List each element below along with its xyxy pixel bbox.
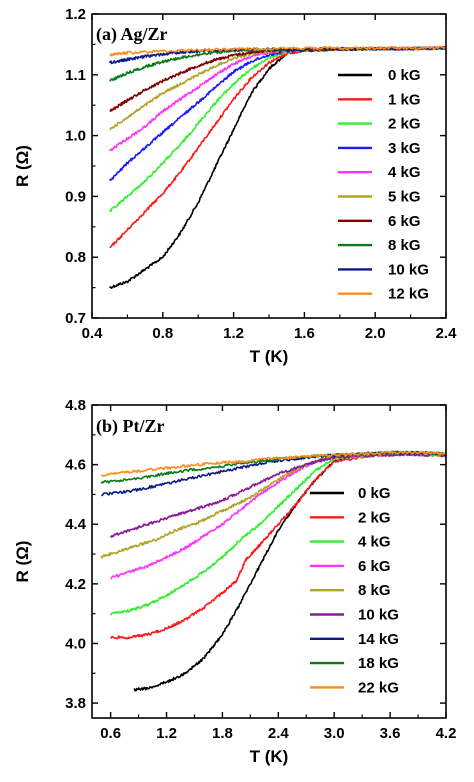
x-tick-label: 2.4	[436, 325, 458, 342]
legend-label: 4 kG	[388, 164, 421, 181]
y-tick-label: 4.2	[65, 576, 86, 593]
x-tick-label: 1.2	[156, 725, 177, 742]
x-axis-title: T (K)	[250, 747, 289, 766]
series-line-6kg	[110, 452, 447, 580]
x-tick-label: 2.4	[268, 725, 290, 742]
panel-title: (a) Ag/Zr	[96, 24, 168, 45]
series-line-12kg	[109, 45, 447, 57]
legend: 0 kG 2 kG 4 kG 6 kG 8 kG 10 kG 14 kG 18 kG 22 kG	[310, 485, 399, 696]
x-tick-label: 0.4	[82, 325, 104, 342]
series-line-4kg	[109, 452, 447, 616]
legend: 0 kG 1 kG 2 kG 3 kG 4 kG 5 kG 6 kG 8 kG 10 kG 12 …	[338, 67, 429, 303]
legend-label: 0 kG	[388, 67, 421, 84]
y-tick-label: 4.8	[65, 397, 86, 414]
legend-label: 10 kG	[388, 261, 429, 278]
y-tick-label: 0.9	[65, 188, 86, 205]
legend-label: 6 kG	[388, 213, 421, 230]
y-tick-label: 3.8	[65, 695, 86, 712]
legend-label: 3 kG	[388, 140, 421, 157]
y-tick-label: 4.0	[65, 635, 86, 652]
x-tick-label: 2.0	[365, 325, 386, 342]
x-tick-label: 1.2	[223, 325, 244, 342]
x-tick-label: 4.2	[436, 725, 457, 742]
series-line-10kg	[109, 452, 447, 538]
panel-a: 0.4 0.8 1.2 1.6 2.0 2.4 0.7 0.8 0.9 1.0 1.1 1.2 T (K…	[13, 6, 457, 366]
legend-label: 1 kG	[388, 91, 421, 108]
y-axis-title: R (Ω)	[13, 541, 32, 583]
legend-label: 8 kG	[358, 582, 391, 599]
legend-label: 5 kG	[388, 189, 421, 206]
series-line-2kg	[109, 452, 447, 640]
x-tick-label: 0.6	[100, 725, 121, 742]
legend-label: 6 kG	[358, 558, 391, 575]
panel-title: (b) Pt/Zr	[96, 416, 164, 437]
series-line-8kg	[100, 452, 447, 559]
legend-label: 2 kG	[388, 116, 421, 133]
y-tick-label: 1.0	[65, 128, 86, 145]
legend-label: 12 kG	[388, 286, 429, 303]
legend-label: 0 kG	[358, 485, 391, 502]
x-tick-label: 3.6	[380, 725, 401, 742]
series-line-22kg	[101, 450, 447, 477]
y-axis-title: R (Ω)	[13, 145, 32, 187]
legend-label: 10 kG	[358, 607, 399, 624]
x-tick-label: 1.8	[212, 725, 233, 742]
legend-label: 2 kG	[358, 509, 391, 526]
x-tick-label: 1.6	[294, 325, 315, 342]
series-group	[108, 45, 447, 290]
y-tick-label: 0.7	[65, 310, 86, 327]
x-tick-label: 3.0	[324, 725, 345, 742]
series-line-0kg	[133, 450, 447, 692]
y-tick-label: 4.6	[65, 457, 86, 474]
legend-label: 14 kG	[358, 631, 399, 648]
panel-b: 0.6 1.2 1.8 2.4 3.0 3.6 4.2 3.8 4.0 4.2 4.4 4.6 4.8 T…	[13, 397, 456, 766]
legend-label: 8 kG	[388, 237, 421, 254]
y-tick-label: 4.4	[65, 516, 87, 533]
x-tick-label: 0.8	[152, 325, 173, 342]
x-axis-title: T (K)	[250, 347, 289, 366]
legend-label: 22 kG	[358, 679, 399, 696]
series-group	[100, 450, 447, 692]
legend-label: 18 kG	[358, 655, 399, 672]
y-tick-label: 1.1	[65, 67, 86, 84]
plot-frame	[91, 404, 447, 719]
y-tick-label: 0.8	[65, 249, 86, 266]
y-tick-label: 1.2	[65, 6, 86, 23]
legend-label: 4 kG	[358, 534, 391, 551]
